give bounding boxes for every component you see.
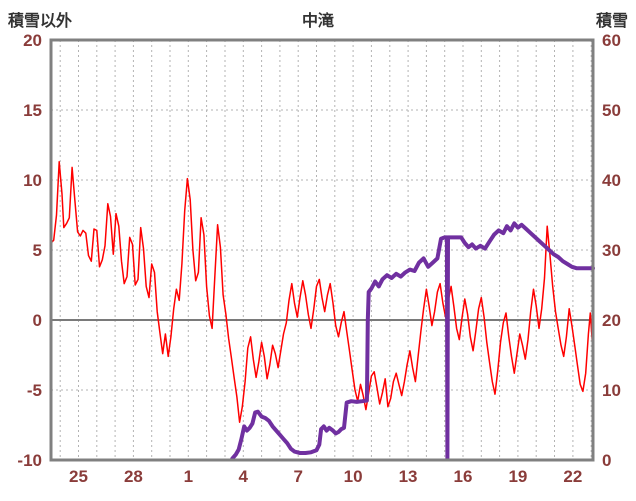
- y-right-tick-label: 60: [602, 31, 621, 50]
- y-right-tick-label: 30: [602, 241, 621, 260]
- y-left-tick-label: 5: [33, 241, 42, 260]
- x-tick-label: 28: [124, 467, 143, 486]
- x-tick-label: 19: [508, 467, 527, 486]
- plot-border: [49, 38, 595, 462]
- x-tick-label: 10: [344, 467, 363, 486]
- x-tick-label: 13: [399, 467, 418, 486]
- y-left-tick-label: 10: [23, 171, 42, 190]
- series-line-snow-depth: [230, 221, 595, 461]
- x-tick-label: 1: [184, 467, 193, 486]
- y-right-tick-label: 20: [602, 311, 621, 330]
- y-right-tick-label: 50: [602, 101, 621, 120]
- y-right-tick-label: 40: [602, 171, 621, 190]
- x-tick-label: 16: [454, 467, 473, 486]
- station-title: 中滝: [301, 13, 334, 30]
- right-axis-title: 積雪: [595, 13, 628, 30]
- series-line-temperature: [50, 161, 594, 423]
- y-left-tick-label: -5: [27, 381, 42, 400]
- y-left-tick-label: 15: [23, 101, 42, 120]
- y-right-tick-label: 10: [602, 381, 621, 400]
- y-left-tick-label: 0: [33, 311, 42, 330]
- left-axis-title: 積雪以外: [8, 13, 73, 30]
- y-left-tick-label: -10: [17, 451, 42, 470]
- x-tick-label: 22: [563, 467, 582, 486]
- x-tick-label: 25: [69, 467, 88, 486]
- y-right-tick-label: 0: [602, 451, 611, 470]
- y-left-tick-label: 20: [23, 31, 42, 50]
- x-tick-label: 4: [239, 467, 249, 486]
- x-tick-label: 7: [293, 467, 302, 486]
